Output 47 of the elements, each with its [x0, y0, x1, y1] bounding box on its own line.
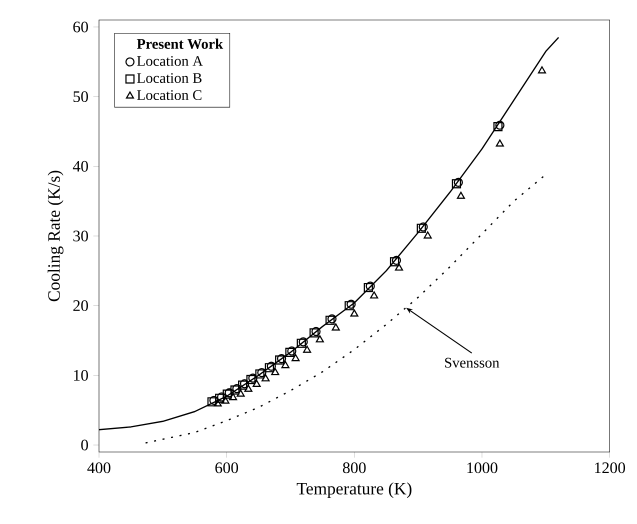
y-tick-label: 20 [73, 300, 88, 312]
point [370, 291, 378, 299]
point [296, 338, 306, 348]
point [390, 257, 400, 266]
point [298, 337, 308, 346]
point [416, 224, 426, 233]
point [303, 346, 312, 353]
point [394, 263, 404, 271]
point [292, 354, 300, 362]
point [495, 120, 504, 130]
legend-label: Location A [137, 56, 203, 66]
point [332, 323, 340, 331]
point [310, 328, 319, 338]
legend-label: Location B [137, 73, 202, 83]
point [392, 256, 402, 265]
y-tick-label: 50 [74, 91, 88, 102]
x-axis-title: Temperature (K) [296, 482, 412, 498]
x-tick-label: 800 [342, 462, 366, 474]
point [538, 66, 546, 74]
point [350, 309, 358, 317]
point [311, 326, 321, 336]
legend-title: Present Work [136, 38, 224, 49]
x-tick-label: 600 [215, 462, 238, 474]
point [346, 300, 356, 309]
y-tick-label: 60 [73, 22, 88, 32]
x-tick-label: 400 [87, 462, 110, 474]
point [496, 139, 504, 147]
legend-label: Location C [137, 90, 202, 100]
y-tick-label: 30 [73, 230, 88, 242]
y-axis-title: Cooling Rate (K/s) [48, 170, 64, 302]
y-tick-label: 10 [74, 370, 88, 381]
y-tick-label: 40 [72, 160, 88, 172]
point [493, 122, 503, 132]
point [452, 179, 462, 188]
point [366, 282, 375, 291]
point [344, 301, 354, 310]
point [456, 192, 465, 199]
point [418, 222, 428, 232]
x-tick-label: 1200 [595, 462, 626, 474]
y-tick-label: 0 [81, 440, 88, 450]
annotation: Svensson [445, 358, 500, 368]
point [364, 282, 373, 292]
x-tick-label: 1000 [467, 462, 498, 474]
line-series [144, 175, 545, 444]
point [454, 178, 463, 187]
point [424, 231, 432, 239]
point [316, 335, 324, 342]
